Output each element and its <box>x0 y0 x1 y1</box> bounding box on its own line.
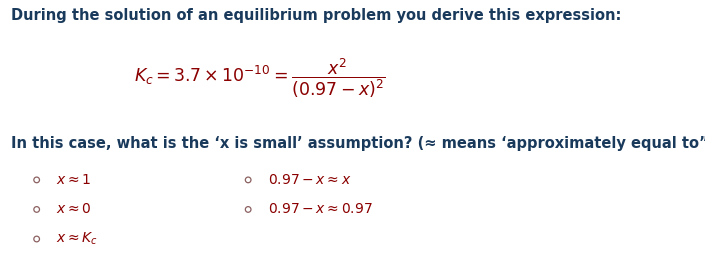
Text: $x \approx 0$: $x \approx 0$ <box>56 203 92 216</box>
Text: $0.97 - x \approx 0.97$: $0.97 - x \approx 0.97$ <box>268 203 373 216</box>
Text: During the solution of an equilibrium problem you derive this expression:: During the solution of an equilibrium pr… <box>11 8 621 23</box>
Text: $K_c = 3.7 \times 10^{-10} = \dfrac{x^2}{(0.97-x)^2}$: $K_c = 3.7 \times 10^{-10} = \dfrac{x^2}… <box>134 57 386 100</box>
Text: $x \approx 1$: $x \approx 1$ <box>56 173 92 187</box>
Text: In this case, what is the ‘x is small’ assumption? (≈ means ‘approximately equal: In this case, what is the ‘x is small’ a… <box>11 136 705 151</box>
Text: $x \approx K_c$: $x \approx K_c$ <box>56 231 98 247</box>
Text: $0.97 - x \approx x$: $0.97 - x \approx x$ <box>268 173 351 187</box>
